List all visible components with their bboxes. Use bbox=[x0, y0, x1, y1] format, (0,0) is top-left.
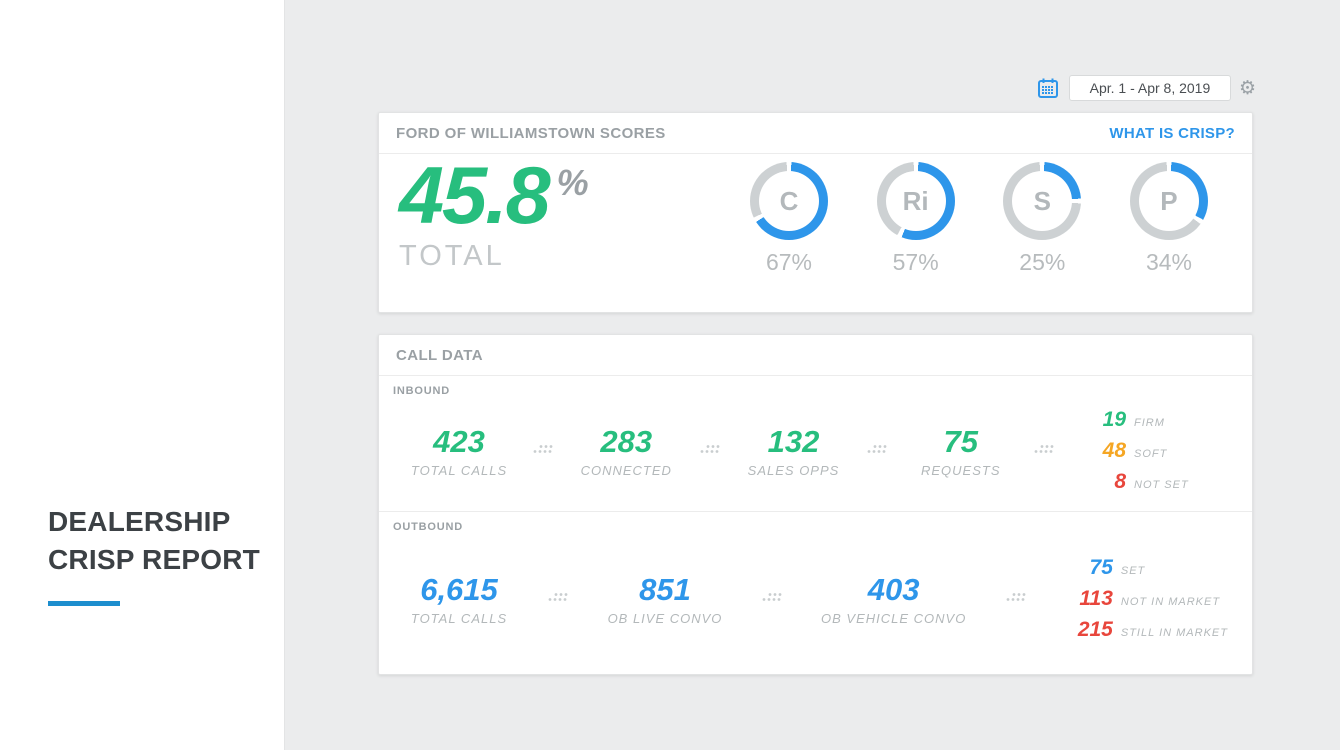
gauge-letter: C bbox=[779, 185, 799, 216]
gauge-percent: 57% bbox=[892, 249, 939, 275]
gauge-p: P 34% bbox=[1124, 162, 1214, 276]
scores-card-header: FORD OF WILLIAMSTOWN SCORES WHAT IS CRIS… bbox=[379, 113, 1252, 154]
breakdown-label: NOT SET bbox=[1134, 478, 1189, 491]
breakdown-label: SOFT bbox=[1134, 447, 1168, 460]
gauge-c: C 67% bbox=[744, 162, 834, 276]
stat-value: 403 bbox=[867, 572, 920, 607]
stat-value: 75 bbox=[943, 423, 978, 459]
stat-label: OB VEHICLE CONVO bbox=[821, 611, 967, 626]
dots-separator-icon bbox=[532, 442, 554, 460]
gauge-letter: P bbox=[1160, 185, 1178, 216]
scores-card: FORD OF WILLIAMSTOWN SCORES WHAT IS CRIS… bbox=[378, 112, 1253, 313]
stat-inbound-sales-opps: 132 SALES OPPS bbox=[744, 424, 844, 478]
outbound-breakdown: 75 SET 113 NOT IN MARKET 215 STILL IN MA… bbox=[1065, 556, 1228, 642]
inbound-breakdown: 19 FIRM 48 SOFT 8 NOT SET bbox=[1078, 408, 1228, 494]
settings-gear-icon[interactable]: ⚙ bbox=[1238, 76, 1256, 99]
breakdown-row-set: 75 SET bbox=[1065, 556, 1228, 580]
sidebar: DEALERSHIP CRISP REPORT bbox=[0, 0, 285, 750]
breakdown-row-not-in-market: 113 NOT IN MARKET bbox=[1065, 587, 1228, 611]
breakdown-value: 75 bbox=[1089, 556, 1113, 579]
stat-label: REQUESTS bbox=[920, 462, 1001, 478]
inbound-section: INBOUND 423 TOTAL CALLS 283 CONNECTED 13 bbox=[379, 376, 1252, 512]
page-title: DEALERSHIP CRISP REPORT bbox=[48, 503, 260, 579]
stat-inbound-connected: 283 CONNECTED bbox=[576, 424, 676, 478]
what-is-crisp-link[interactable]: WHAT IS CRISP? bbox=[1109, 124, 1235, 142]
breakdown-label: FIRM bbox=[1134, 416, 1165, 429]
donut-chart-ri: Ri bbox=[876, 162, 955, 240]
dots-separator-icon bbox=[699, 442, 721, 460]
breakdown-value: 113 bbox=[1079, 587, 1113, 610]
donut-chart-s: S bbox=[1003, 162, 1082, 240]
stat-value: 132 bbox=[767, 423, 820, 459]
stat-label: CONNECTED bbox=[580, 462, 672, 478]
gauge-percent: 25% bbox=[1019, 249, 1066, 275]
breakdown-value: 19 bbox=[1102, 407, 1126, 431]
breakdown-label: SET bbox=[1120, 565, 1146, 577]
gauge-letter: Ri bbox=[902, 185, 929, 216]
outbound-label: OUTBOUND bbox=[393, 521, 463, 533]
breakdown-value: 215 bbox=[1077, 618, 1113, 641]
dots-separator-icon bbox=[547, 590, 569, 608]
breakdown-label: NOT IN MARKET bbox=[1120, 596, 1221, 608]
stat-value: 6,615 bbox=[420, 572, 498, 607]
calendar-icon[interactable] bbox=[1037, 77, 1059, 99]
page-title-line2: CRISP REPORT bbox=[48, 544, 260, 575]
stat-inbound-requests: 75 REQUESTS bbox=[911, 424, 1011, 478]
stat-outbound-live-convo: 851 OB LIVE CONVO bbox=[608, 572, 723, 626]
title-accent-bar bbox=[48, 601, 120, 606]
scores-card-title: FORD OF WILLIAMSTOWN SCORES bbox=[396, 124, 666, 142]
stat-label: SALES OPPS bbox=[747, 462, 840, 478]
donut-chart-p: P bbox=[1129, 162, 1208, 240]
dots-separator-icon bbox=[866, 442, 888, 460]
date-toolbar: Apr. 1 - Apr 8, 2019 ⚙ bbox=[1037, 75, 1256, 101]
call-data-card: CALL DATA INBOUND 423 TOTAL CALLS 283 CO… bbox=[378, 334, 1253, 675]
breakdown-row-not-set: 8 NOT SET bbox=[1078, 470, 1228, 494]
gauge-percent: 67% bbox=[765, 249, 813, 275]
dots-separator-icon bbox=[1005, 590, 1027, 608]
date-range-picker[interactable]: Apr. 1 - Apr 8, 2019 bbox=[1068, 75, 1231, 101]
stat-value: 851 bbox=[639, 572, 691, 607]
total-score-block: 45.8% TOTAL bbox=[399, 154, 729, 273]
scores-card-body: 45.8% TOTAL C 67% Ri 57% bbox=[379, 154, 1252, 313]
stat-inbound-total-calls: 423 TOTAL CALLS bbox=[409, 424, 509, 478]
stat-label: TOTAL CALLS bbox=[410, 462, 508, 478]
gauge-ri: Ri 57% bbox=[871, 162, 961, 276]
gauge-percent: 34% bbox=[1145, 249, 1192, 275]
total-score-value: 45.8 bbox=[399, 151, 551, 241]
inbound-label: INBOUND bbox=[393, 385, 450, 397]
total-score-label: TOTAL bbox=[399, 240, 505, 272]
outbound-section: OUTBOUND 6,615 TOTAL CALLS 851 OB LIVE C… bbox=[379, 512, 1252, 672]
dots-separator-icon bbox=[761, 590, 783, 608]
breakdown-row-soft: 48 SOFT bbox=[1078, 439, 1228, 463]
stat-value: 283 bbox=[600, 423, 653, 459]
dots-separator-icon bbox=[1033, 442, 1055, 460]
stat-outbound-total-calls: 6,615 TOTAL CALLS bbox=[409, 572, 509, 626]
breakdown-label: STILL IN MARKET bbox=[1120, 627, 1228, 639]
date-range-value: Apr. 1 - Apr 8, 2019 bbox=[1089, 80, 1211, 96]
donut-chart-c: C bbox=[750, 162, 828, 240]
breakdown-row-still-in-market: 215 STILL IN MARKET bbox=[1065, 618, 1228, 642]
main-content: Apr. 1 - Apr 8, 2019 ⚙ FORD OF WILLIAMST… bbox=[285, 0, 1340, 750]
page-title-line1: DEALERSHIP bbox=[48, 506, 231, 537]
score-gauges: C 67% Ri 57% S 25% bbox=[729, 154, 1252, 276]
stat-label: OB LIVE CONVO bbox=[607, 611, 723, 626]
call-data-card-title: CALL DATA bbox=[396, 346, 483, 364]
stat-outbound-vehicle-convo: 403 OB VEHICLE CONVO bbox=[821, 572, 966, 626]
breakdown-row-firm: 19 FIRM bbox=[1078, 408, 1228, 432]
stat-value: 423 bbox=[433, 423, 485, 459]
gauge-letter: S bbox=[1033, 185, 1051, 216]
call-data-card-header: CALL DATA bbox=[379, 335, 1252, 376]
gauge-s: S 25% bbox=[997, 162, 1087, 276]
stat-label: TOTAL CALLS bbox=[410, 611, 508, 626]
breakdown-value: 8 bbox=[1114, 469, 1126, 493]
breakdown-value: 48 bbox=[1102, 438, 1126, 462]
total-score-unit: % bbox=[556, 162, 589, 203]
